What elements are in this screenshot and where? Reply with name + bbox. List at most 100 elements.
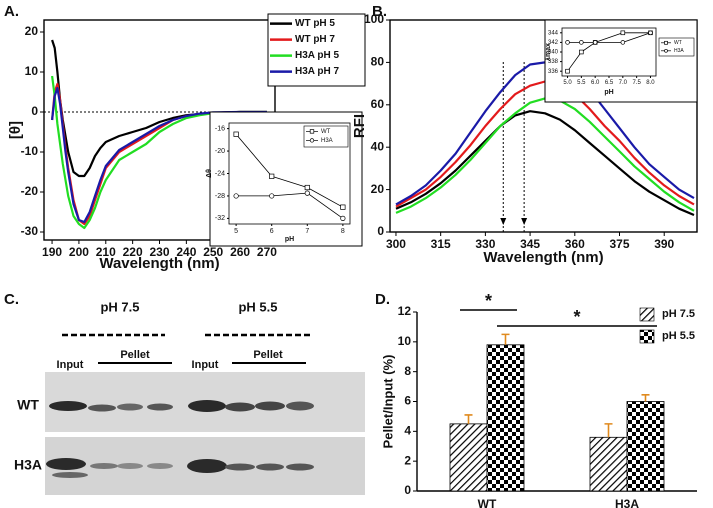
data-line [235,133,344,208]
legend-label: WT [674,40,682,46]
lane-label: Input [192,359,219,371]
marker [648,30,653,36]
data-line [236,192,344,219]
marker [340,204,346,210]
data-line [51,86,267,224]
x-axis-label: pH [604,89,613,96]
y-tick-label: -20 [215,148,225,155]
x-tick-label: 375 [609,237,629,251]
x-tick-label: 8 [341,228,345,235]
x-tick-label: 270 [257,245,277,259]
condition-label: pH 7.5 [100,299,139,314]
x-axis-label: pH [285,236,294,243]
y-axis-label: Pellet/Input (%) [380,355,395,449]
y-tick-label: 0 [377,224,384,238]
y-tick-label: 10 [25,64,39,78]
marker [269,193,275,199]
y-tick-label: 2 [404,453,411,467]
x-tick-label: 330 [475,237,495,251]
y-tick-label: -28 [215,193,225,200]
y-tick-label: 100 [364,12,384,26]
marker [233,131,239,137]
x-tick-label: 5.5 [577,80,586,86]
legend-label: WT pH 7 [295,34,335,45]
marker [592,40,598,45]
x-tick-label: 315 [431,237,451,251]
marker [565,68,570,74]
panel-label: D. [375,291,390,308]
arrow-head [500,218,507,225]
legend-swatch [639,307,655,322]
y-axis-label: λmax [544,43,552,61]
y-tick-label: -24 [215,170,225,177]
marker [309,129,315,134]
y-tick-label: 340 [548,50,559,56]
legend-box [267,13,366,87]
x-tick-label: 200 [69,245,89,259]
y-tick-label: 20 [25,24,39,38]
bar [449,423,488,492]
x-tick-label: 5 [234,228,238,235]
lane-label: Pellet [253,349,283,361]
marker [309,138,315,143]
y-tick-label: 80 [371,55,385,69]
y-tick-label: 12 [398,304,412,318]
y-tick-label: 344 [548,30,559,36]
legend-label: WT pH 5 [295,18,335,29]
blot-panel: C. pH 7.5 pH 5.5 Input Pellet Input Pell… [4,291,365,495]
x-tick-label: 7.0 [619,80,628,86]
bar [626,401,665,492]
marker [304,184,310,191]
marker [269,173,275,179]
x-tick-label: 6.5 [605,80,614,86]
annotation: * [485,291,492,311]
x-tick-label: 390 [654,237,674,251]
y-tick-label: 342 [548,40,559,46]
row-label: WT [17,397,39,413]
bar [486,344,525,492]
legend-label: H3A pH 5 [295,50,340,61]
x-tick-label: 6 [270,228,274,235]
y-tick-label: 6 [404,394,411,408]
bar [589,436,628,492]
legend-label: pH 5.5 [662,330,695,342]
marker [620,30,626,36]
error-bar [604,423,613,438]
x-tick-label: 190 [42,245,62,259]
error-bar [464,414,473,424]
y-tick-label: 0 [404,483,411,497]
y-tick-label: 60 [371,97,385,111]
x-tick-label: 230 [149,245,169,259]
data-line [51,75,267,230]
x-tick-label: H3A [615,497,639,508]
blot-bands [46,400,314,478]
y-tick-label: 8 [404,364,411,378]
panel-label: A. [4,3,19,20]
y-tick-label: -20 [21,184,39,198]
panel-label: C. [4,291,19,308]
x-tick-label: 6.0 [591,80,600,86]
x-tick-label: 360 [565,237,585,251]
x-tick-label: 8.0 [646,80,655,86]
error-bar [641,393,650,402]
x-tick-label: 220 [123,245,143,259]
x-tick-label: 260 [230,245,250,259]
marker [304,190,310,196]
y-axis-label: Δθ [206,169,213,178]
marker [579,49,584,55]
x-axis-label: Wavelength (nm) [99,255,219,272]
row-label: H3A [14,457,42,473]
y-tick-label: -16 [215,125,225,132]
x-tick-label: 345 [520,237,540,251]
marker [664,48,668,53]
plot-frame [389,19,698,233]
x-tick-label: 240 [176,245,196,259]
y-tick-label: 10 [398,334,412,348]
data-line [395,97,695,214]
y-tick-label: 338 [548,59,559,65]
x-tick-label: 210 [96,245,116,259]
y-axis-label: RFI [351,114,368,138]
lane-label: Input [57,359,84,371]
x-axis-label: Wavelength (nm) [483,249,603,266]
